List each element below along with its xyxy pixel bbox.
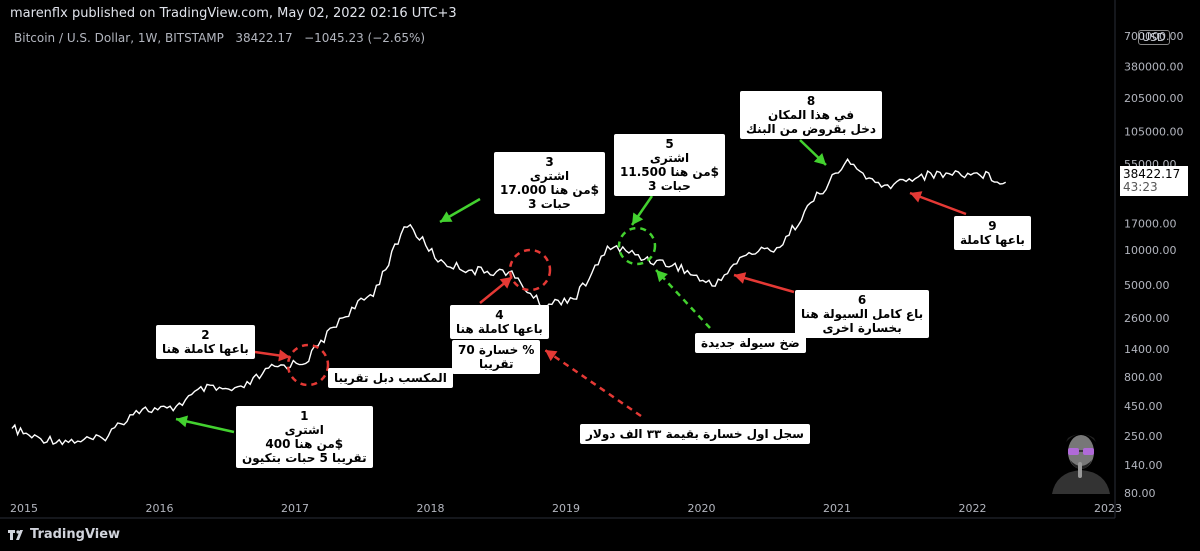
year-tick-label: 2022 <box>959 502 987 515</box>
year-tick-label: 2019 <box>552 502 580 515</box>
year-tick-label: 2017 <box>281 502 309 515</box>
annotation-8: 8 في هذا المكان دخل بقروض من البنك <box>740 91 883 139</box>
symbol-info: Bitcoin / U.S. Dollar, 1W, BITSTAMP 3842… <box>14 31 425 45</box>
annotation-arrow <box>655 269 711 329</box>
highlight-circle <box>286 343 330 387</box>
annotation-5: 5 اشترى من هنا 11.500$ 3 حبات <box>614 134 725 196</box>
tradingview-brand: TradingView <box>30 527 121 542</box>
annotation-arrow <box>909 191 967 216</box>
price-tick-label: 80.00 <box>1124 487 1156 500</box>
bar-countdown: 43:23 <box>1123 180 1158 194</box>
year-tick-label: 2020 <box>688 502 716 515</box>
last-price: 38422.17 <box>235 31 293 45</box>
price-tick-label: 105000.00 <box>1124 126 1184 139</box>
annotation-2: 2 باعها كاملة هنا <box>156 325 255 359</box>
annotation-9: 9 باعها كاملة <box>954 216 1031 250</box>
price-tick-label: 250.00 <box>1124 430 1163 443</box>
current-price-label: 38422.17 43:23 <box>1120 166 1188 196</box>
year-tick-label: 2016 <box>146 502 174 515</box>
price-tick-label: 380000.00 <box>1124 61 1184 74</box>
tradingview-logo-icon <box>8 529 23 540</box>
price-change: −1045.23 (−2.65%) <box>304 31 426 45</box>
annotation-arrow <box>799 139 827 166</box>
annotation-2-gain: المكسب دبل تقريبا <box>328 368 453 388</box>
annotation-arrow <box>733 272 795 294</box>
price-tick-label: 2600.00 <box>1124 312 1170 325</box>
price-tick-label: 17000.00 <box>1124 217 1177 230</box>
annotation-6: 6 باع كامل السيولة هنا بخسارة اخرى <box>795 290 930 338</box>
tradingview-logo[interactable]: TradingView <box>8 527 120 542</box>
price-tick-label: 10000.00 <box>1124 244 1177 257</box>
year-tick-label: 2021 <box>823 502 851 515</box>
annotation-4-record: سجل اول خسارة بقيمة ٣٣ الف دولار <box>580 424 810 444</box>
year-tick-label: 2015 <box>10 502 38 515</box>
annotation-arrow <box>247 349 291 362</box>
price-line <box>11 157 1007 446</box>
currency-label[interactable]: USD <box>1138 30 1170 45</box>
publisher-line: marenflx published on TradingView.com, M… <box>10 6 457 21</box>
current-price: 38422.17 <box>1123 167 1181 181</box>
year-tick-label: 2023 <box>1094 502 1122 515</box>
annotation-3: 3 اشترى من هنا 17.000$ 3 حبات <box>494 152 605 214</box>
symbol-name: Bitcoin / U.S. Dollar, 1W, BITSTAMP <box>14 31 224 45</box>
price-tick-label: 5000.00 <box>1124 279 1170 292</box>
highlight-circle <box>508 248 552 292</box>
price-tick-label: 1400.00 <box>1124 343 1170 356</box>
price-tick-label: 450.00 <box>1124 400 1163 413</box>
annotation-arrow <box>175 415 235 434</box>
annotation-arrow <box>439 197 481 224</box>
annotation-arrow <box>630 195 654 226</box>
highlight-circle <box>617 226 657 266</box>
annotation-1: 1 اشترى من هنا 400$ تقريبا 5 حبات بتكيون <box>236 406 373 468</box>
price-tick-label: 140.00 <box>1124 459 1163 472</box>
annotation-arrow <box>544 348 642 418</box>
author-avatar <box>1048 428 1114 494</box>
price-tick-label: 205000.00 <box>1124 92 1184 105</box>
annotation-5-liquidity: ضخ سيولة جديدة <box>695 333 806 353</box>
price-tick-label: 800.00 <box>1124 371 1163 384</box>
year-tick-label: 2018 <box>417 502 445 515</box>
annotation-4-loss: خسارة 70 % تقريبا <box>452 340 541 374</box>
annotation-arrow <box>479 276 513 304</box>
annotation-4: 4 باعها كاملة هنا <box>450 305 549 339</box>
